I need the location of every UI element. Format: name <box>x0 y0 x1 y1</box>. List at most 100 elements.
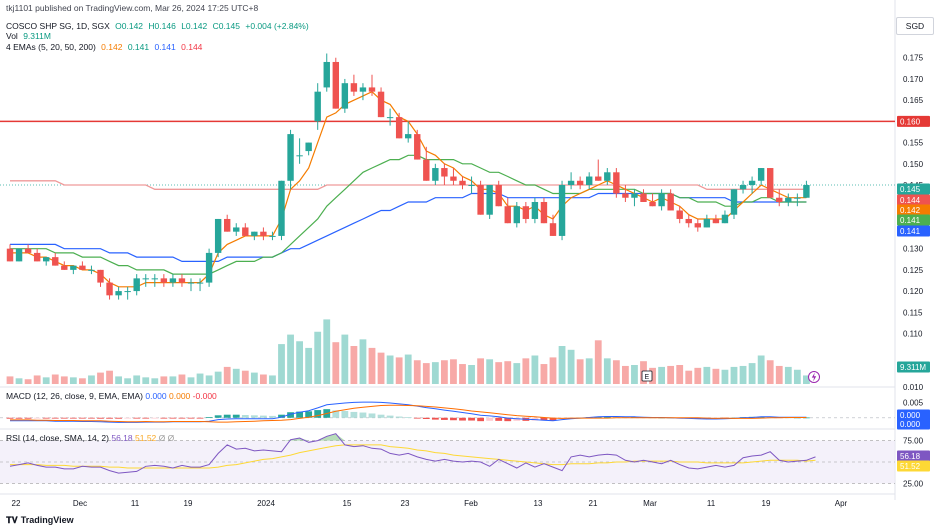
grid-lines <box>0 0 896 500</box>
currency-label[interactable]: SGD <box>896 17 934 35</box>
candle-body <box>757 168 765 181</box>
candle-body <box>242 227 249 236</box>
macd-tag-text: 0.000 <box>900 411 921 420</box>
volume-legend: Vol 9.311M <box>6 31 54 41</box>
volume-bar <box>594 340 602 384</box>
volume-bar <box>486 359 494 384</box>
volume-bar <box>631 365 638 384</box>
volume-bar <box>359 339 367 384</box>
volume-bar <box>187 377 195 384</box>
candle-body <box>224 218 231 232</box>
ema20-value: 0.141 <box>127 42 150 52</box>
candle-body <box>721 214 729 224</box>
candle-body <box>776 197 783 202</box>
macd-histogram-bar <box>459 417 466 421</box>
ema-label[interactable]: 4 EMAs (5, 20, 50, 200) <box>6 42 96 52</box>
macd-histogram-bar <box>549 417 557 421</box>
macd-tag: 0.000 <box>897 409 930 421</box>
volume-bar <box>612 360 620 384</box>
price-tag-bg <box>897 194 930 206</box>
brand-name: TradingView <box>20 515 74 525</box>
macd-histogram-bar <box>250 415 258 418</box>
volume-bar <box>241 370 249 384</box>
macd-label[interactable]: MACD (12, 26, close, 9, EMA, EMA) <box>6 391 143 401</box>
volume-bar <box>504 361 512 384</box>
candle-body <box>477 185 484 215</box>
price-tick-label: 0.170 <box>903 75 924 84</box>
volume-bar <box>468 365 475 384</box>
earnings-marker-box <box>641 370 653 382</box>
volume-bar <box>793 369 801 384</box>
macd-signal-tag: 0.000 <box>897 418 930 430</box>
candle-body <box>33 252 41 262</box>
ema50-value: 0.141 <box>154 42 176 52</box>
price-tag: 0.145 <box>897 183 930 195</box>
macd-histogram-bar <box>232 414 240 418</box>
bolt-shape <box>811 372 817 382</box>
symbol-name[interactable]: COSCO SHP SG, 1D, SGX <box>6 21 110 31</box>
volume-bar <box>151 378 159 384</box>
macd-histogram-bar <box>124 417 132 419</box>
candle-body <box>368 87 376 92</box>
volume-bar <box>585 358 593 384</box>
volume-bar <box>223 366 231 384</box>
macd-histogram-bar <box>160 417 168 419</box>
volume-bar <box>803 375 810 384</box>
volume-bar <box>160 376 168 384</box>
candle-body <box>441 168 448 177</box>
candle-body <box>88 269 95 271</box>
volume-tag-bg <box>897 361 930 373</box>
candle-body <box>739 185 747 190</box>
volume-tag-text: 9.311M <box>900 363 926 372</box>
price-tag: 0.144 <box>897 194 930 206</box>
candle-body <box>504 206 511 224</box>
tradingview-brand[interactable]: 𝐓𝐕 TradingView <box>6 515 74 526</box>
price-tag-text: 0.144 <box>900 196 921 205</box>
price-tag-bg <box>897 183 930 195</box>
volume-value: 9.311M <box>23 31 51 41</box>
candle-body <box>359 87 367 92</box>
candle-body <box>24 248 32 253</box>
rsi-label[interactable]: RSI (14, close, SMA, 14, 2) <box>6 433 109 443</box>
volume-bar <box>196 373 204 384</box>
candle-body <box>124 291 131 293</box>
volume-bar <box>97 372 104 384</box>
volume-bar <box>603 358 611 384</box>
volume-bar <box>60 376 68 384</box>
rsi-tick-label: 75.00 <box>903 437 924 446</box>
candle-body <box>748 180 756 186</box>
volume-bar <box>685 370 693 384</box>
price-tag-text: 0.145 <box>900 185 921 194</box>
time-tick-label: 11 <box>131 499 140 508</box>
candle-body <box>640 193 647 202</box>
volume-bar <box>377 352 385 384</box>
close-value: C0.145 <box>212 21 240 31</box>
candle-body <box>106 282 113 296</box>
candle-body <box>604 172 611 181</box>
price-tag-bg <box>897 214 930 226</box>
time-tick-label: 13 <box>534 499 543 508</box>
macd-histogram-bar <box>24 417 32 419</box>
rsi-tag-bg <box>897 450 930 462</box>
macd-histogram-bar <box>386 415 394 418</box>
ema50-line <box>10 192 807 262</box>
volume-bar <box>658 366 665 384</box>
macd-histogram-bar <box>133 417 141 419</box>
candle-body <box>703 218 711 228</box>
volume-label[interactable]: Vol <box>6 31 18 41</box>
candle-body <box>712 218 720 224</box>
time-tick-label: Mar <box>643 499 657 508</box>
macd-histogram-bar <box>468 417 475 421</box>
candle-body <box>97 269 104 283</box>
volume-bar <box>386 355 394 384</box>
volume-bar <box>232 368 240 384</box>
candle-body <box>278 180 285 236</box>
macd-histogram-bar <box>377 414 385 418</box>
price-tags: 0.1600.1450.1440.1420.1410.1419.311M0.00… <box>641 115 930 472</box>
candle-body <box>70 265 77 270</box>
volume-bar <box>531 355 539 384</box>
volume-bar <box>69 377 77 384</box>
macd-histogram-bar <box>51 417 59 419</box>
price-tag: 0.141 <box>897 214 930 226</box>
